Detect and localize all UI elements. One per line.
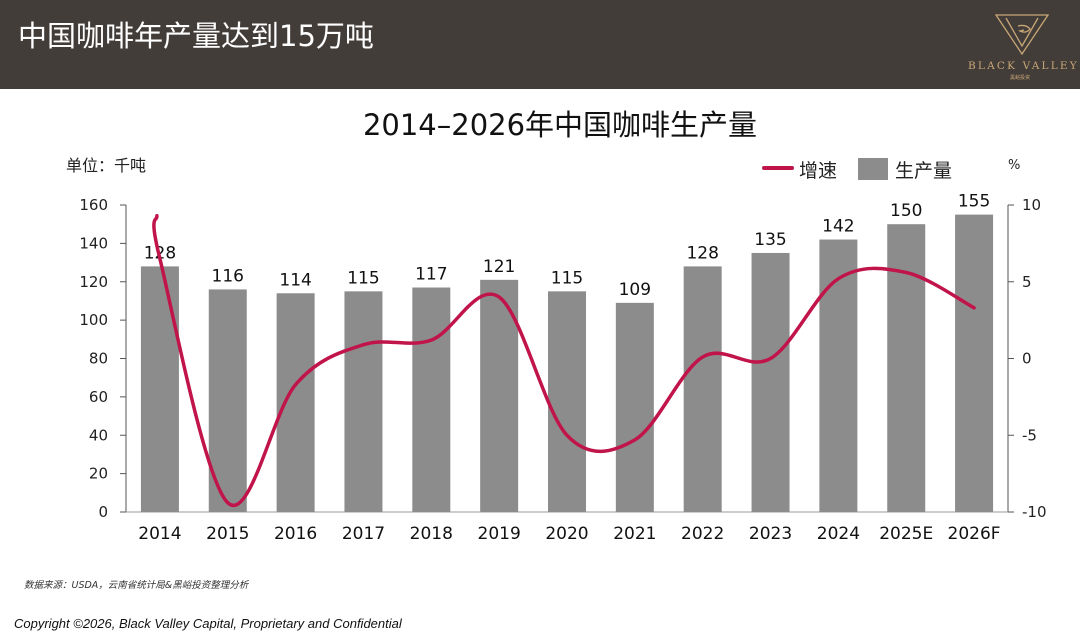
production-bar [683,266,722,512]
bar-value-label: 115 [347,268,379,288]
production-bar [412,287,451,512]
x-tick-label: 2016 [274,524,317,544]
bars [140,214,994,512]
legend: 增速 生产量 [762,158,952,182]
production-chart: 2014–2026年中国咖啡生产量 单位：千吨 % 增速 生产量 0 20 40 60… [66,108,1047,544]
left-tick-label: 40 [89,426,108,444]
x-tick-label: 2026F [948,524,1001,544]
bar-value-label: 116 [212,266,244,286]
x-tick-label: 2020 [545,524,588,544]
production-bar [887,224,926,512]
left-tick-label: 100 [79,311,108,329]
x-tick-label: 2022 [681,524,724,544]
production-bar [548,291,586,512]
right-unit-label: % [1008,158,1020,173]
x-tick-label: 2017 [342,524,385,544]
production-bar [955,214,994,512]
header-bar: 中国咖啡年产量达到15万吨 BLACK VALLEY 黑峪投资 [0,0,1080,89]
x-tick-label: 2015 [206,524,249,544]
logo-name: BLACK VALLEY [968,60,1079,72]
x-tick-label: 2021 [613,524,656,544]
production-bar [344,291,383,512]
left-tick-label: 140 [79,234,108,252]
left-tick-label: 80 [89,350,108,368]
growth-rate-line [152,213,976,508]
legend-production-label: 生产量 [895,160,952,182]
left-tick-label: 160 [79,196,108,214]
copyright-note: Copyright ©2026, Black Valley Capital, P… [14,616,402,631]
right-tick-label: -10 [1022,503,1047,521]
x-tick-label: 2023 [749,524,792,544]
bar-value-label: 117 [415,265,447,285]
x-tick-label: 2018 [410,524,453,544]
production-bar [480,279,519,512]
left-unit-label: 单位：千吨 [66,156,146,175]
data-source-note: 数据来源：USDA，云南省统计局&黑峪投资整理分析 [24,580,249,591]
right-tick-label: 5 [1022,273,1032,291]
left-tick-label: 60 [89,388,108,406]
bar-value-label: 128 [686,243,718,263]
x-tick-label: 2024 [817,524,860,544]
logo: BLACK VALLEY 黑峪投资 [960,14,1080,84]
left-tick-label: 20 [89,465,108,483]
bar-value-label: 115 [551,268,583,288]
right-tick-label: 0 [1022,350,1032,368]
growth-line-group [152,213,976,508]
legend-production-swatch [858,158,888,180]
bar-value-label: 142 [822,217,854,237]
chart-title: 2014–2026年中国咖啡生产量 [363,108,757,142]
production-bar [140,266,179,512]
right-tick-label: -5 [1022,426,1037,444]
bar-value-label: 155 [958,192,990,212]
axes: 0 20 40 60 80 100 120 140 160 -10 -5 0 5 10 [79,196,1046,521]
bar-value-label: 109 [619,280,651,300]
x-axis-labels: 2014 2015 2016 2017 2018 2019 2020 2021 2022 2023… [138,524,1000,544]
bar-value-label: 135 [754,230,786,250]
logo-subtitle: 黑峪投资 [1010,75,1031,81]
logo-mark-icon [994,14,1050,56]
left-tick-label: 0 [98,503,108,521]
legend-growth-label: 增速 [799,160,837,182]
production-bar [615,302,654,512]
production-bar [819,239,858,512]
right-tick-label: 10 [1022,196,1041,214]
page-title: 中国咖啡年产量达到15万吨 [18,19,374,53]
left-tick-label: 120 [79,273,108,291]
bar-value-label: 121 [483,257,515,277]
production-bar [276,293,315,512]
x-tick-label: 2014 [138,524,181,544]
production-bar [751,252,790,512]
bar-value-label: 114 [279,270,311,290]
x-tick-label: 2019 [478,524,521,544]
bar-value-label: 150 [890,201,922,221]
x-tick-label: 2025E [879,524,933,544]
